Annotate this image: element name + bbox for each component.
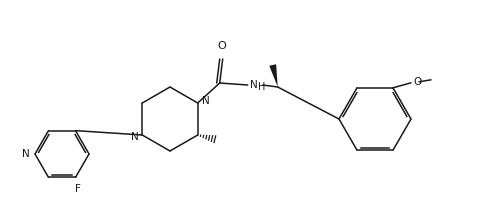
Text: N: N (22, 149, 30, 159)
Text: N: N (130, 132, 138, 142)
Polygon shape (270, 64, 278, 87)
Text: O: O (413, 77, 421, 87)
Text: H: H (258, 82, 265, 92)
Text: O: O (218, 41, 226, 51)
Text: N: N (202, 96, 209, 106)
Text: N: N (250, 80, 257, 90)
Text: F: F (74, 184, 80, 194)
